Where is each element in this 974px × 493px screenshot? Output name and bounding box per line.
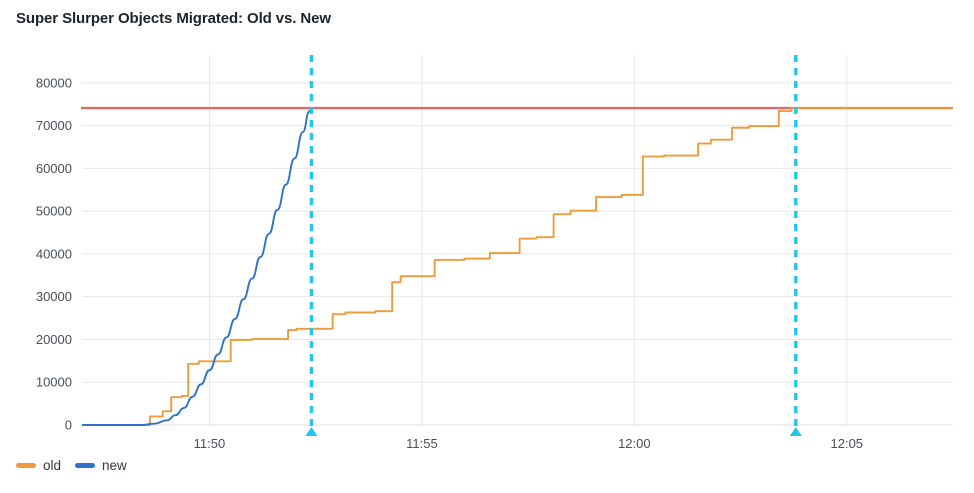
y-axis-tick-labels: 0 10000 20000 30000 40000 50000 60000 70000 8000…: [36, 75, 72, 432]
x-tick-label: 11:55: [406, 436, 438, 451]
page-title: Super Slurper Objects Migrated: Old vs. …: [16, 10, 331, 27]
legend-swatch-new: [75, 463, 96, 469]
legend-label: old: [43, 458, 62, 473]
y-tick-label: 0: [65, 418, 72, 433]
data-series: [81, 107, 953, 426]
x-gridlines: [82, 55, 953, 426]
x-tick-label: 12:05: [831, 436, 864, 451]
event-markers: [305, 55, 802, 436]
x-tick-label: 12:00: [618, 436, 651, 451]
legend-item-old[interactable]: old: [16, 459, 61, 473]
marker-old-complete-triangle-icon: [789, 427, 802, 436]
marker-new-complete-triangle-icon: [305, 427, 318, 436]
y-tick-label: 70000: [36, 118, 72, 133]
series-line-old: [82, 107, 953, 426]
chart-legend: old new: [16, 459, 127, 473]
legend-label: new: [102, 458, 127, 473]
y-tick-label: 30000: [36, 289, 72, 304]
y-tick-label: 10000: [36, 375, 72, 390]
x-tick-label: 11:50: [194, 436, 226, 451]
y-tick-label: 20000: [36, 332, 72, 347]
y-tick-label: 60000: [36, 161, 72, 176]
y-tick-label: 80000: [36, 75, 72, 90]
legend-item-new[interactable]: new: [75, 459, 127, 473]
series-line-new: [81, 107, 312, 426]
x-axis-tick-labels: 11:50 11:55 12:00 12:05: [194, 436, 863, 451]
y-tick-label: 50000: [36, 204, 72, 219]
y-tick-label: 40000: [36, 246, 72, 261]
legend-swatch-old: [16, 463, 36, 469]
